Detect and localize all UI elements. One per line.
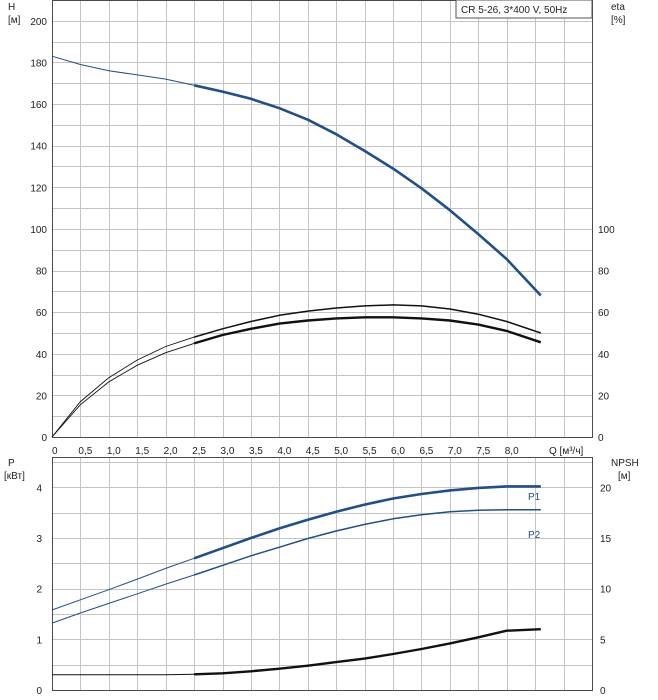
x-tick-label: 2,5: [192, 446, 206, 457]
top-left-tick-label: 80: [36, 267, 48, 278]
bottom-right-tick-label: 10: [600, 585, 612, 596]
x-tick-label: 4,5: [306, 446, 320, 457]
x-tick-label: 7,0: [448, 446, 462, 457]
bottom-chart-grid: 0 1 2 3 4 0 5 10 15 20: [36, 457, 612, 697]
x-tick-label: 0,5: [78, 446, 92, 457]
top-left-tick-label: 140: [30, 142, 47, 153]
power-curve-p1-thin: [51, 557, 195, 611]
x-tick-label: 6,0: [391, 446, 405, 457]
bottom-left-axis-unit: [кВт]: [4, 471, 25, 482]
top-right-tick-label: 20: [598, 391, 610, 402]
head-curve-thick: [193, 84, 542, 297]
x-tick-label: 1,5: [135, 446, 149, 457]
top-right-tick-label: 0: [598, 433, 604, 444]
x-tick-label: 7,5: [476, 446, 490, 457]
bottom-left-tick-label: 2: [36, 585, 42, 596]
chart-title: CR 5-26, 3*400 V, 50Hz: [461, 5, 567, 16]
top-left-tick-label: 180: [30, 58, 47, 69]
bottom-right-tick-label: 0: [600, 686, 606, 697]
top-right-axis-label: eta: [611, 2, 625, 13]
top-left-tick-label: 40: [36, 350, 48, 361]
efficiency-curve-upper-thick: [193, 304, 542, 338]
power-curve-p1-thick: [193, 485, 541, 560]
x-tick-label: 3,0: [221, 446, 235, 457]
efficiency-curve-lower-thick: [193, 316, 542, 345]
top-left-tick-label: 100: [30, 225, 47, 236]
bottom-left-tick-label: 1: [36, 635, 42, 646]
top-left-tick-label: 20: [36, 391, 48, 402]
bottom-left-tick-label: 3: [36, 534, 42, 545]
bottom-right-tick-label: 15: [600, 534, 612, 545]
top-chart-grid: 0 20 40 60 80 100 120 140 160 180 200 0 20 40 60 80 100 0…: [30, 0, 615, 457]
efficiency-curve-upper-thin: [51, 336, 195, 438]
npsh-curve-thin: [52, 673, 195, 676]
top-right-tick-label: 80: [598, 267, 610, 278]
top-left-tick-label: 0: [41, 433, 47, 444]
top-left-tick-label: 200: [30, 17, 47, 28]
chart-labels: H [м] eta [%] Q [м³/ч] CR 5-26, 3*400 V,…: [4, 0, 639, 541]
top-left-tick-label: 120: [30, 183, 47, 194]
top-right-axis-unit: [%]: [611, 15, 626, 26]
top-left-axis-unit: [м]: [8, 15, 21, 26]
x-axis-label: Q [м³/ч]: [549, 446, 584, 457]
x-tick-label: 0: [52, 446, 58, 457]
head-curve-thin: [51, 55, 195, 86]
power-curve-p2-thick: [193, 508, 541, 576]
power-curve-p2-thin: [51, 574, 195, 624]
top-left-axis-label: H: [8, 2, 15, 13]
x-tick-label: 5,0: [334, 446, 348, 457]
x-tick-label: 2,0: [164, 446, 178, 457]
bottom-right-tick-label: 20: [600, 483, 612, 494]
top-right-tick-label: 60: [598, 308, 610, 319]
chart-curves: [51, 55, 542, 676]
bottom-right-axis-unit: [м]: [618, 471, 631, 482]
x-tick-label: 8,0: [505, 446, 519, 457]
top-plot-frame: [52, 0, 593, 438]
x-tick-label: 6,5: [419, 446, 433, 457]
x-tick-label: 4,0: [277, 446, 291, 457]
bottom-left-axis-label: P: [8, 458, 15, 469]
title-box: [455, 0, 593, 19]
efficiency-curve-lower-thin: [51, 342, 195, 438]
top-right-tick-label: 40: [598, 350, 610, 361]
bottom-left-tick-label: 0: [36, 686, 42, 697]
bottom-left-tick-label: 4: [36, 483, 42, 494]
series-label-p1: P1: [528, 492, 541, 503]
top-left-tick-label: 60: [36, 308, 48, 319]
x-tick-label: 5,5: [363, 446, 377, 457]
npsh-curve-thick: [194, 628, 541, 676]
bottom-plot-frame: [52, 457, 593, 691]
top-right-tick-label: 100: [598, 225, 615, 236]
top-left-tick-label: 160: [30, 100, 47, 111]
x-tick-label: 1,0: [107, 446, 121, 457]
x-tick-label: 3,5: [249, 446, 263, 457]
bottom-right-axis-label: NPSH: [611, 458, 639, 469]
series-label-p2: P2: [528, 530, 541, 541]
bottom-right-tick-label: 5: [600, 635, 606, 646]
